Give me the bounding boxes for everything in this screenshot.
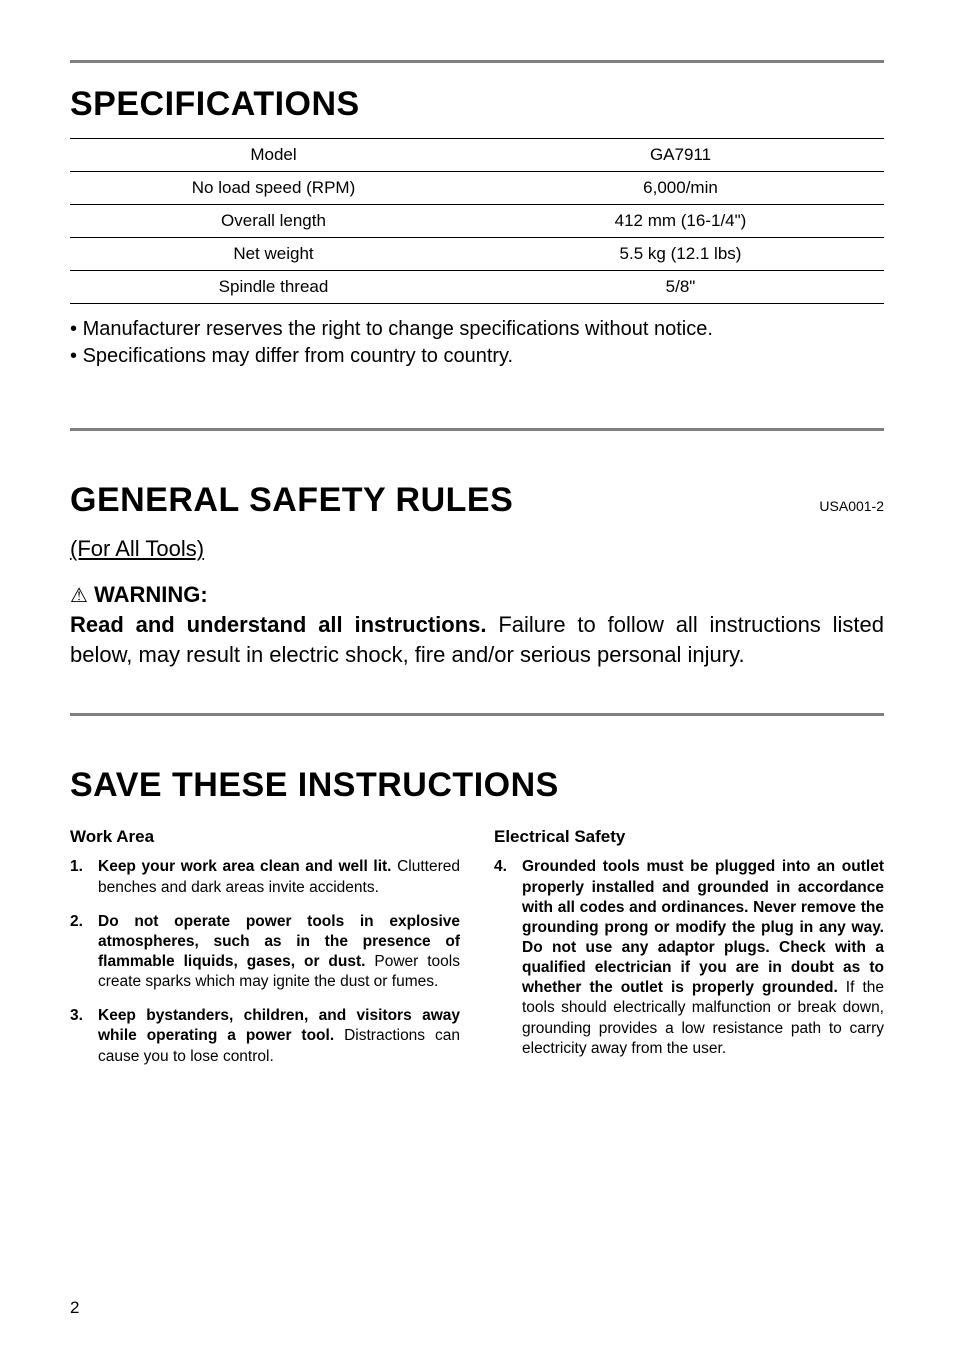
list-item: Grounded tools must be plugged into an o… xyxy=(494,857,884,1058)
warning-block: ⚠ WARNING: Read and understand all instr… xyxy=(70,580,884,669)
spec-label: Net weight xyxy=(70,238,477,271)
spec-value: GA7911 xyxy=(477,139,884,172)
spec-value: 412 mm (16-1/4") xyxy=(477,205,884,238)
spec-value: 6,000/min xyxy=(477,172,884,205)
divider xyxy=(70,713,884,716)
spec-label: Model xyxy=(70,139,477,172)
table-row: Overall length 412 mm (16-1/4") xyxy=(70,205,884,238)
warning-icon: ⚠ xyxy=(70,585,88,607)
electrical-safety-list: Grounded tools must be plugged into an o… xyxy=(494,857,884,1058)
warning-label: WARNING: xyxy=(94,582,208,607)
divider xyxy=(70,60,884,63)
instruction-columns: Work Area Keep your work area clean and … xyxy=(70,827,884,1080)
spec-value: 5/8" xyxy=(477,271,884,304)
spec-label: No load speed (RPM) xyxy=(70,172,477,205)
page-number: 2 xyxy=(70,1298,79,1318)
note-item: Manufacturer reserves the right to chang… xyxy=(70,318,884,341)
note-item: Specifications may differ from country t… xyxy=(70,345,884,368)
work-area-list: Keep your work area clean and well lit. … xyxy=(70,857,460,1066)
list-item: Keep bystanders, children, and visitors … xyxy=(70,1006,460,1066)
electrical-safety-title: Electrical Safety xyxy=(494,827,884,847)
list-item: Keep your work area clean and well lit. … xyxy=(70,857,460,897)
document-code: USA001-2 xyxy=(819,498,884,514)
rule-bold: Keep your work area clean and well lit. xyxy=(98,858,391,875)
specification-notes: Manufacturer reserves the right to chang… xyxy=(70,318,884,368)
table-row: No load speed (RPM) 6,000/min xyxy=(70,172,884,205)
specifications-table: Model GA7911 No load speed (RPM) 6,000/m… xyxy=(70,138,884,304)
table-row: Model GA7911 xyxy=(70,139,884,172)
spec-value: 5.5 kg (12.1 lbs) xyxy=(477,238,884,271)
specifications-heading: SPECIFICATIONS xyxy=(70,85,884,124)
rule-bold: Grounded tools must be plugged into an o… xyxy=(522,858,884,996)
work-area-column: Work Area Keep your work area clean and … xyxy=(70,827,460,1080)
list-item: Do not operate power tools in explosive … xyxy=(70,912,460,993)
general-safety-heading: GENERAL SAFETY RULES xyxy=(70,481,513,520)
table-row: Spindle thread 5/8" xyxy=(70,271,884,304)
table-row: Net weight 5.5 kg (12.1 lbs) xyxy=(70,238,884,271)
spec-label: Spindle thread xyxy=(70,271,477,304)
warning-lead: Read and understand all instructions. xyxy=(70,612,487,637)
for-all-tools-subhead: (For All Tools) xyxy=(70,536,884,562)
electrical-safety-column: Electrical Safety Grounded tools must be… xyxy=(494,827,884,1080)
spec-label: Overall length xyxy=(70,205,477,238)
save-instructions-heading: SAVE THESE INSTRUCTIONS xyxy=(70,766,884,805)
work-area-title: Work Area xyxy=(70,827,460,847)
